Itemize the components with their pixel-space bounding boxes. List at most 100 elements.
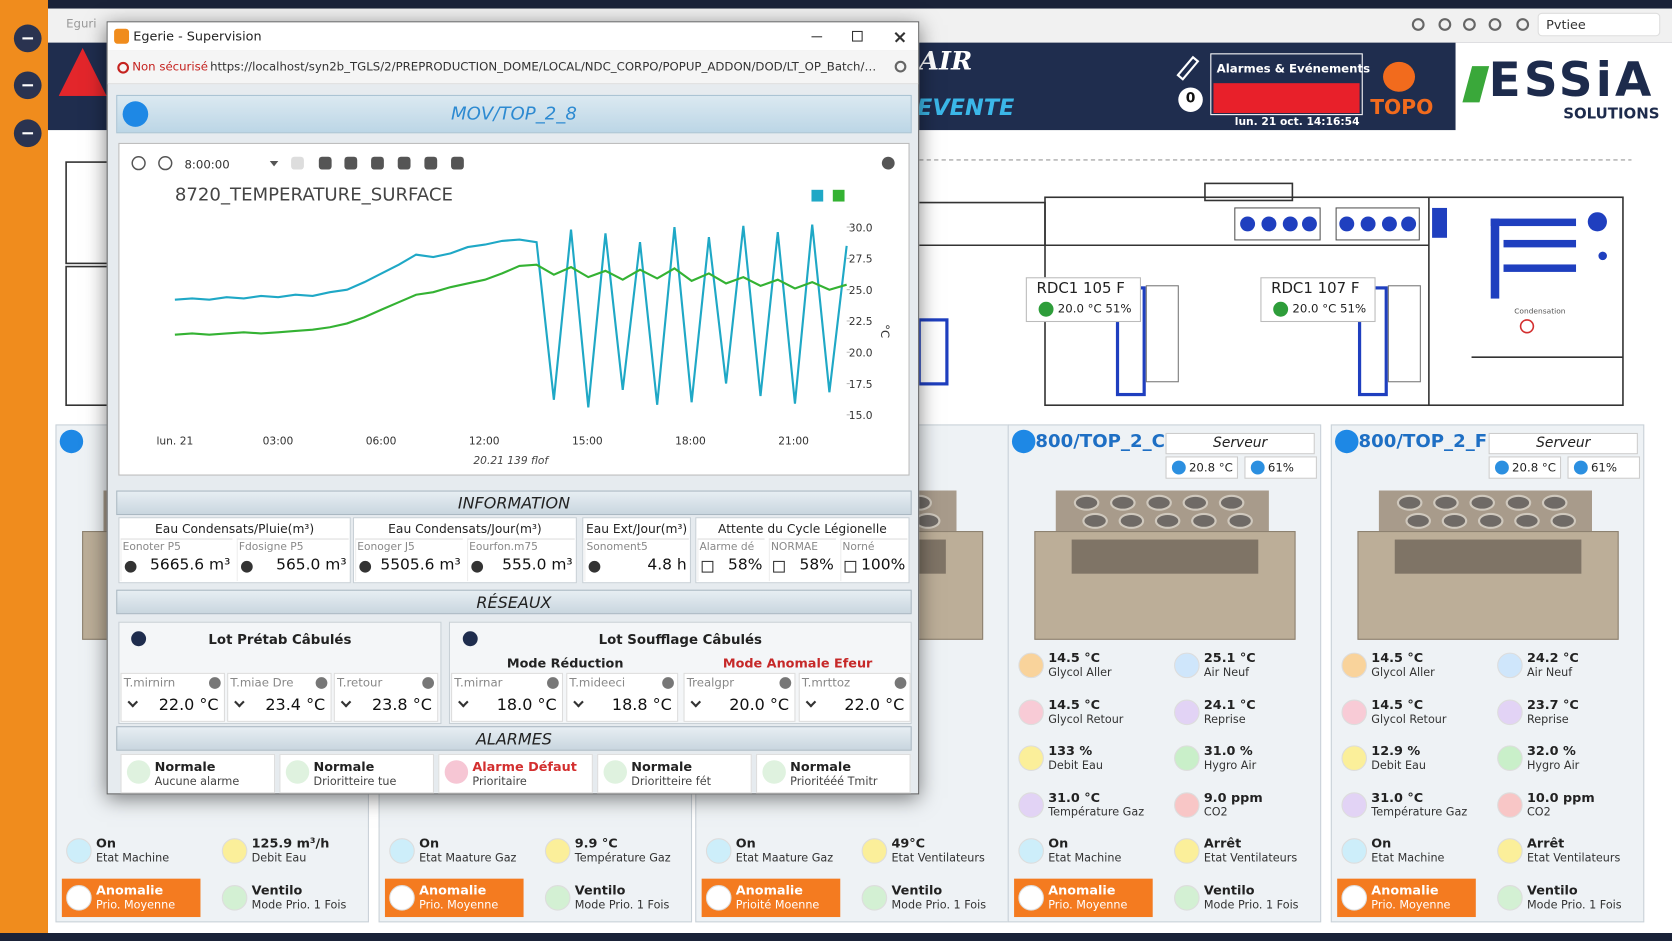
legend-swatch <box>832 189 845 202</box>
mode-title: Mode Réduction <box>506 655 624 671</box>
chart-tool[interactable] <box>158 156 173 171</box>
side-button[interactable] <box>13 71 42 100</box>
minimize-button[interactable] <box>811 36 823 38</box>
alarm-item <box>756 753 911 794</box>
machine-fan <box>1514 512 1540 529</box>
chart-tool[interactable] <box>424 156 438 170</box>
status-value: 31.0 °C <box>1048 789 1101 805</box>
mode-title: Mode Anomale Efeur <box>722 655 873 671</box>
status-value: Ventilo <box>891 882 943 898</box>
machine-fan <box>1082 512 1108 529</box>
alarm-count: 0 <box>1185 90 1196 107</box>
sensor-icon <box>1171 460 1186 475</box>
chart-tool[interactable] <box>291 156 304 170</box>
information-bar-title: INFORMATION <box>457 493 571 513</box>
net-cell <box>683 672 796 722</box>
info-cell <box>355 538 463 582</box>
y-tick-label: 30.0 <box>849 221 873 234</box>
toolbar-icon[interactable] <box>1411 18 1425 31</box>
sensor-value: 61% <box>1267 460 1294 475</box>
chart-tool[interactable] <box>451 156 464 170</box>
security-icon <box>117 61 130 74</box>
search-box[interactable] <box>1537 12 1661 37</box>
alarmes-bar <box>116 726 912 751</box>
status-label: Air Neuf <box>1203 666 1250 680</box>
side-button[interactable] <box>13 24 42 53</box>
chart-tool[interactable] <box>397 156 411 170</box>
alarm-state: Normale <box>154 759 216 775</box>
maximize-button[interactable] <box>851 30 863 42</box>
status-value: 14.5 °C <box>1371 696 1424 712</box>
info-group <box>695 517 910 584</box>
chart-tool[interactable] <box>371 156 384 170</box>
machine-fan <box>1441 512 1468 529</box>
toolbar-icon[interactable] <box>1463 18 1476 31</box>
machine-fan <box>1146 494 1172 511</box>
status-label: Air Neuf <box>1526 666 1573 680</box>
status-label: Hygro Air <box>1203 759 1257 773</box>
net-cell <box>451 672 564 722</box>
y-tick-label: 15.0 <box>849 409 873 422</box>
server-box <box>1165 432 1315 455</box>
card-info-icon[interactable] <box>59 429 84 454</box>
reseaux-bar <box>116 589 912 615</box>
info-cell-label: Sonoment5 <box>586 541 648 554</box>
status-value: 133 % <box>1048 743 1093 759</box>
x-tick-label: lun. 21 <box>156 435 193 448</box>
info-group-title: Attente du Cycle Légionelle <box>718 521 887 537</box>
status-icon <box>221 885 248 911</box>
search-text: Pvtiee <box>1546 17 1586 32</box>
status-icon <box>1018 885 1044 911</box>
status-label: Etat Ventilateurs <box>891 852 985 866</box>
sensor-value: 61% <box>1590 460 1618 475</box>
popup-header-title: MOV/TOP_2_8 <box>451 103 577 125</box>
server-label: Serveur <box>1213 435 1268 452</box>
info-cell-label: Norné <box>842 541 875 554</box>
status-label: Mode Prio. 1 Fois <box>574 898 670 912</box>
net-cell-label: T.mideeci <box>569 676 626 690</box>
chart-tool[interactable] <box>318 156 332 170</box>
chart-tool[interactable] <box>131 156 146 171</box>
y-tick-label: 25.0 <box>849 284 873 297</box>
status-value: 14.5 °C <box>1371 650 1424 666</box>
status-label: Reprise <box>1526 712 1569 726</box>
net-cell-icon <box>779 677 792 689</box>
card-info-icon[interactable] <box>1335 429 1359 454</box>
dropdown-arrow <box>269 161 279 167</box>
net-cell-value: 23.4 °C <box>265 695 326 715</box>
status-value: Ventilo <box>574 882 626 898</box>
security-label: Non sécurisé <box>132 59 208 74</box>
info-icon <box>124 560 137 573</box>
room-name: RDC1 105 F <box>1036 280 1125 298</box>
status-icon <box>1018 652 1044 679</box>
status-label: Etat Machine <box>1371 852 1445 866</box>
status-label: Mode Prio. 1 Fois <box>1203 898 1299 912</box>
status-value: 49°C <box>891 836 926 852</box>
info-cell-label: Alarme dé <box>699 541 755 554</box>
status-label: Prio. Moyenne <box>95 898 176 912</box>
status-check <box>1273 301 1289 317</box>
toolbar-icon[interactable] <box>1488 18 1502 31</box>
chart-close[interactable] <box>881 156 895 170</box>
info-cell <box>697 538 765 582</box>
status-value: 32.0 % <box>1526 743 1576 759</box>
net-cell-label: T.miae Dre <box>230 676 294 690</box>
popup-info-icon[interactable] <box>122 101 149 127</box>
brand-name: ESSiA <box>1488 53 1655 108</box>
status-label: Glycol Retour <box>1371 712 1447 726</box>
key-icon[interactable] <box>894 60 907 73</box>
status-label: CO2 <box>1203 805 1228 819</box>
info-group-title: Eau Condensats/Jour(m³) <box>388 521 542 537</box>
status-check <box>1038 301 1054 317</box>
chart-tool[interactable] <box>344 156 358 170</box>
info-cell <box>120 538 233 582</box>
net-group-title: Lot Soufflage Câbulés <box>598 631 762 648</box>
toolbar-icon[interactable] <box>1438 18 1452 31</box>
machine-fan <box>1227 512 1253 529</box>
status-icon <box>389 838 415 865</box>
side-button[interactable] <box>13 119 42 148</box>
header-subtitle: EVENTE <box>917 94 1015 121</box>
card-info-icon[interactable] <box>1011 429 1036 454</box>
side-button-glyph <box>22 37 34 40</box>
toolbar-icon[interactable] <box>1516 18 1530 31</box>
